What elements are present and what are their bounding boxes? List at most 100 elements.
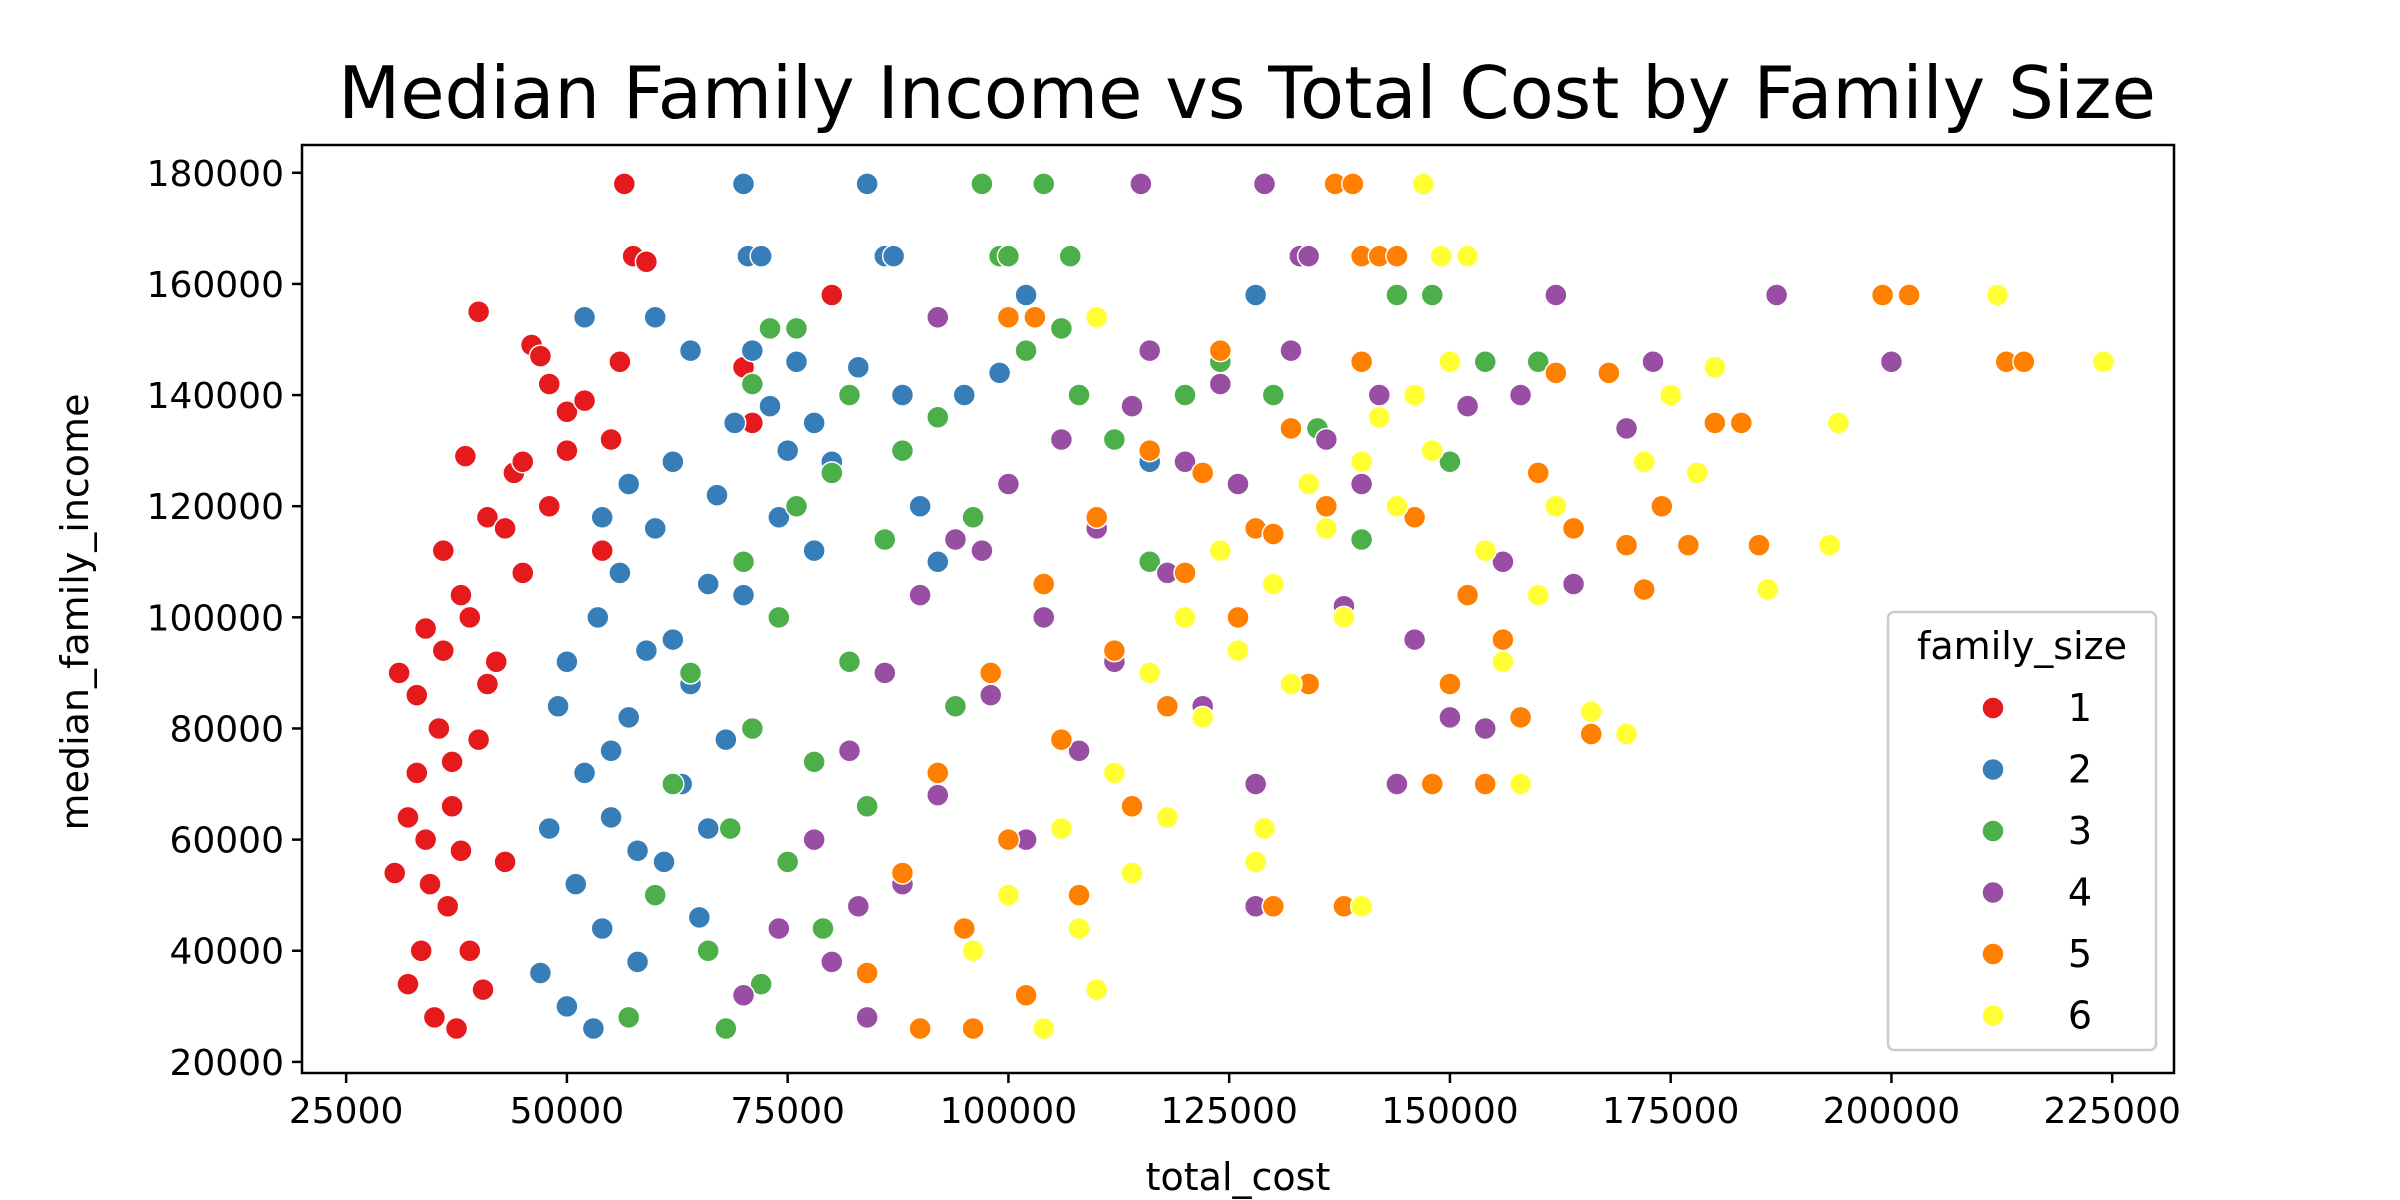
data-point-size-3 [1173,383,1197,407]
data-point-size-2 [652,850,676,874]
data-point-size-4 [1614,416,1639,441]
x-tick-label: 125000 [1160,1091,1297,1132]
legend-marker [1981,757,2005,782]
data-point-size-3 [1261,383,1286,407]
data-point-size-5 [1870,283,1895,307]
data-point-size-6 [996,883,1021,907]
data-point-size-1 [466,299,491,324]
data-point-size-2 [625,838,650,863]
data-point-size-3 [1067,383,1091,407]
data-point-size-5 [1597,361,1621,385]
data-point-size-6 [1817,533,1842,557]
data-point-size-6 [1296,472,1321,496]
data-point-size-5 [1385,244,1409,268]
x-tick-label: 200000 [1823,1091,1960,1132]
data-point-size-2 [546,694,570,718]
data-point-size-1 [431,638,456,663]
legend-label: 3 [2068,809,2092,853]
data-point-size-2 [555,650,579,674]
data-point-size-6 [1491,650,1515,674]
data-point-size-6 [1349,449,1374,474]
data-point-size-1 [590,538,614,563]
data-point-size-4 [731,983,756,1007]
data-point-size-6 [1226,638,1250,663]
data-point-size-6 [1411,172,1436,196]
data-point-size-6 [1385,494,1409,518]
data-point-size-1 [599,427,623,452]
data-point-size-3 [926,405,950,430]
data-point-size-4 [1491,550,1515,574]
data-point-size-4 [1385,772,1409,796]
data-point-size-4 [1314,427,1339,452]
data-point-size-5 [1173,561,1197,585]
data-point-size-2 [705,483,729,507]
data-point-size-2 [555,994,579,1019]
data-point-size-6 [1252,816,1277,841]
data-point-size-6 [1429,244,1453,268]
data-point-size-2 [731,583,756,607]
data-point-size-1 [387,661,411,685]
data-point-size-4 [943,527,968,552]
data-point-size-4 [1473,716,1497,741]
data-point-size-2 [802,538,826,563]
data-point-size-2 [1014,283,1038,307]
data-point-size-3 [811,916,835,941]
data-point-size-5 [996,305,1021,330]
data-point-size-4 [820,950,844,974]
legend-label: 6 [2068,994,2092,1038]
data-point-size-6 [1579,700,1603,724]
data-point-size-5 [1349,349,1374,374]
x-tick-label: 175000 [1602,1091,1739,1132]
data-point-size-6 [1455,244,1480,268]
y-tick-label: 20000 [169,1043,284,1084]
data-point-size-2 [740,338,765,363]
data-point-size-6 [1473,538,1497,563]
data-point-size-5 [1455,583,1480,607]
data-point-size-4 [1067,738,1091,763]
legend-marker [1981,880,2005,905]
data-point-size-2 [608,561,632,585]
data-point-size-4 [1173,449,1197,474]
data-point-size-1 [537,372,561,396]
data-point-size-4 [1031,605,1056,630]
data-point-size-1 [440,794,464,819]
data-point-size-3 [802,750,826,774]
data-point-size-3 [718,816,743,841]
data-point-size-1 [396,972,420,996]
data-point-size-2 [758,394,782,418]
data-point-size-5 [1314,494,1339,518]
data-point-size-1 [475,672,500,696]
data-point-size-6 [1756,577,1780,602]
data-point-size-5 [1526,461,1550,485]
data-point-size-2 [625,950,650,974]
y-tick-label: 100000 [147,598,284,639]
data-point-size-1 [405,683,429,707]
data-point-size-5 [1014,983,1038,1007]
data-point-size-4 [846,894,871,919]
data-point-size-3 [775,850,800,874]
data-point-size-1 [431,538,456,563]
data-point-size-6 [1031,1016,1056,1041]
data-point-size-6 [1526,583,1550,607]
y-tick-label: 180000 [147,154,284,195]
data-point-size-2 [634,638,659,663]
data-point-size-1 [422,1005,447,1030]
y-tick-label: 40000 [169,932,284,973]
data-point-size-3 [1385,283,1409,307]
data-point-size-3 [943,694,968,718]
data-point-size-6 [1367,405,1392,430]
data-point-size-1 [453,444,478,468]
data-point-size-2 [696,816,720,841]
data-point-size-5 [1049,727,1074,752]
data-point-size-1 [449,838,473,863]
data-point-size-2 [908,494,932,518]
data-point-size-5 [1561,516,1586,541]
data-point-size-2 [599,805,623,830]
data-point-size-5 [1261,522,1286,546]
data-point-size-3 [1049,316,1074,341]
data-point-size-1 [528,344,553,368]
data-point-size-4 [996,472,1021,496]
data-point-size-2 [784,349,809,374]
data-point-size-6 [1049,816,1074,841]
data-point-size-3 [1473,349,1497,374]
